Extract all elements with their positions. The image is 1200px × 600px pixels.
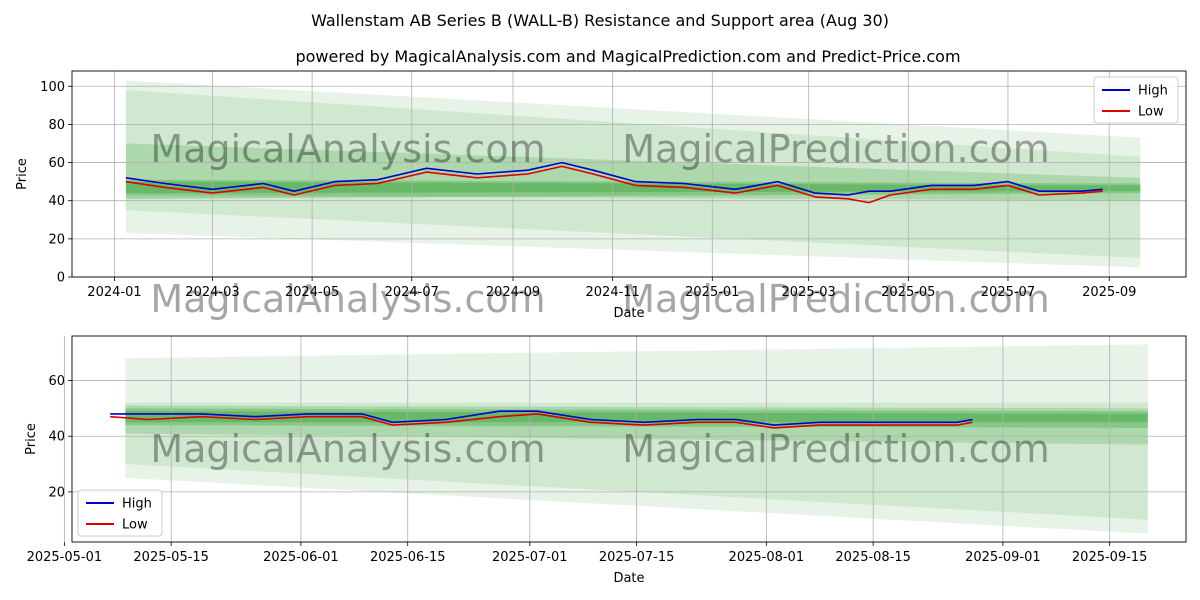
x-tick-label: 2025-09 <box>1082 285 1136 300</box>
y-tick-label: 20 <box>48 232 65 247</box>
x-tick-label: 2024-09 <box>486 285 540 300</box>
y-tick-label: 60 <box>48 156 65 171</box>
series-line-high <box>110 410 973 426</box>
x-tick-label: 2025-05-15 <box>133 550 209 565</box>
axes-frame <box>71 70 1187 278</box>
support-resistance-band <box>125 90 1141 258</box>
support-resistance-band <box>125 181 1141 194</box>
legend: High Low <box>77 489 163 537</box>
x-tick-label: 2025-07 <box>981 285 1035 300</box>
series-line-high <box>125 161 1103 196</box>
support-resistance-band <box>125 80 1141 268</box>
x-tick-label: 2025-08-15 <box>835 550 911 565</box>
x-axis-label: Date <box>613 571 644 586</box>
x-tick-label: 2025-08-01 <box>729 550 805 565</box>
x-tick-label: 2024-03 <box>185 285 239 300</box>
support-resistance-band <box>125 179 1141 199</box>
top-chart-panel: 0 20 40 60 80 100 2024-01 2024-03 2024-05 2024-07… <box>15 70 1187 321</box>
support-resistance-band <box>125 143 1141 201</box>
x-tick-label: 2025-07-15 <box>599 550 675 565</box>
x-tick-label: 2025-06-01 <box>263 550 339 565</box>
y-tick-label: 100 <box>40 80 65 95</box>
legend-label-low: Low <box>122 518 148 533</box>
x-tick-label: 2025-06-15 <box>370 550 446 565</box>
x-tick-label: 2024-11 <box>586 285 640 300</box>
x-tick-label: 2025-09-15 <box>1072 550 1148 565</box>
chart-title: Wallenstam AB Series B (WALL-B) Resistan… <box>311 11 889 30</box>
watermark-middle-right: MagicalPrediction.com <box>622 277 1050 321</box>
bottom-chart-panel: 20 40 60 2025-05-01 2025-05-15 2025-06-01 2025… <box>24 335 1187 586</box>
watermark-top-left: MagicalAnalysis.com <box>150 127 545 171</box>
watermark-layer: MagicalAnalysis.com MagicalPrediction.co… <box>150 127 1049 471</box>
x-axis-label: Date <box>613 306 644 321</box>
y-tick-label: 0 <box>57 271 65 286</box>
y-tick-label: 20 <box>48 485 65 500</box>
x-tick-label: 2024-05 <box>285 285 339 300</box>
y-axis-label: Price <box>15 158 30 190</box>
x-tick-label: 2024-01 <box>87 285 141 300</box>
series-line-low <box>125 165 1103 204</box>
x-tick-label: 2025-07-01 <box>492 550 568 565</box>
watermark-top-right: MagicalPrediction.com <box>622 127 1050 171</box>
y-tick-label: 60 <box>48 374 65 389</box>
y-tick-label: 80 <box>48 118 65 133</box>
x-tick-label: 2025-01 <box>685 285 739 300</box>
legend-label-high: High <box>122 497 152 512</box>
legend-label-low: Low <box>1138 105 1164 120</box>
chart-subtitle: powered by MagicalAnalysis.com and Magic… <box>295 47 960 66</box>
y-tick-label: 40 <box>48 430 65 445</box>
y-axis-label: Price <box>24 423 39 455</box>
series-line-low <box>110 413 973 429</box>
x-tick-label: 2025-05-01 <box>27 550 103 565</box>
watermark-bottom-right: MagicalPrediction.com <box>622 427 1050 471</box>
legend: High Low <box>1093 76 1179 124</box>
x-tick-label: 2024-07 <box>385 285 439 300</box>
x-tick-label: 2025-03 <box>782 285 836 300</box>
watermark-bottom-left: MagicalAnalysis.com <box>150 427 545 471</box>
legend-label-high: High <box>1138 84 1168 99</box>
watermark-middle-left: MagicalAnalysis.com <box>150 277 545 321</box>
x-tick-label: 2025-09-01 <box>965 550 1041 565</box>
axes-frame <box>71 335 1187 543</box>
y-tick-label: 40 <box>48 194 65 209</box>
x-tick-label: 2025-05 <box>881 285 935 300</box>
